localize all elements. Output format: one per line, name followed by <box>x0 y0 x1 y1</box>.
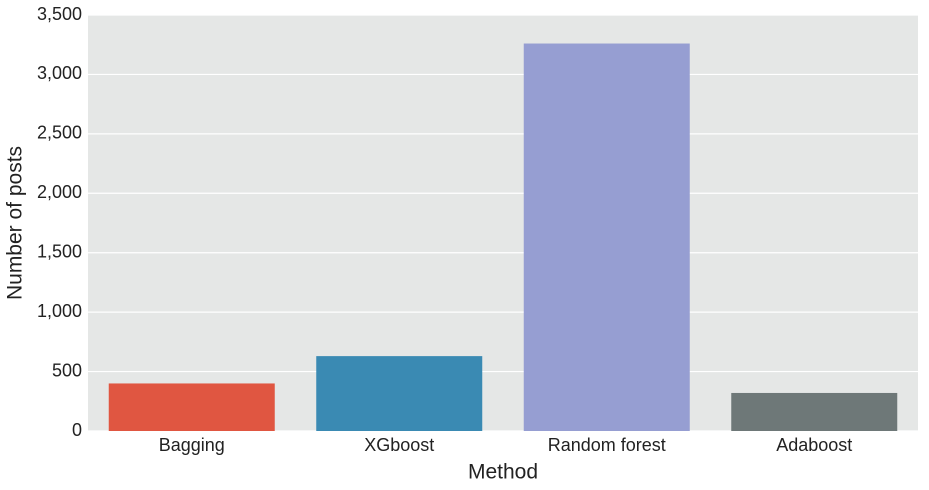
y-tick-label: 0 <box>72 420 82 440</box>
y-tick-label: 2,000 <box>37 182 82 202</box>
bar <box>731 392 898 431</box>
x-tick-label: Random forest <box>548 435 666 455</box>
bar <box>108 383 275 431</box>
y-tick-label: 500 <box>52 360 82 380</box>
y-tick-label: 2,500 <box>37 123 82 143</box>
y-axis-title: Number of posts <box>4 146 27 300</box>
x-tick-label: Adaboost <box>776 435 852 455</box>
y-tick-label: 3,500 <box>37 4 82 24</box>
x-tick-label: Bagging <box>159 435 225 455</box>
bar <box>316 356 483 431</box>
x-tick-label: XGboost <box>364 435 434 455</box>
x-axis-title: Method <box>468 461 538 484</box>
bar <box>523 43 690 431</box>
y-tick-label: 3,000 <box>37 63 82 83</box>
y-tick-label: 1,000 <box>37 301 82 321</box>
plot-area <box>88 15 918 431</box>
y-tick-label: 1,500 <box>37 241 82 261</box>
